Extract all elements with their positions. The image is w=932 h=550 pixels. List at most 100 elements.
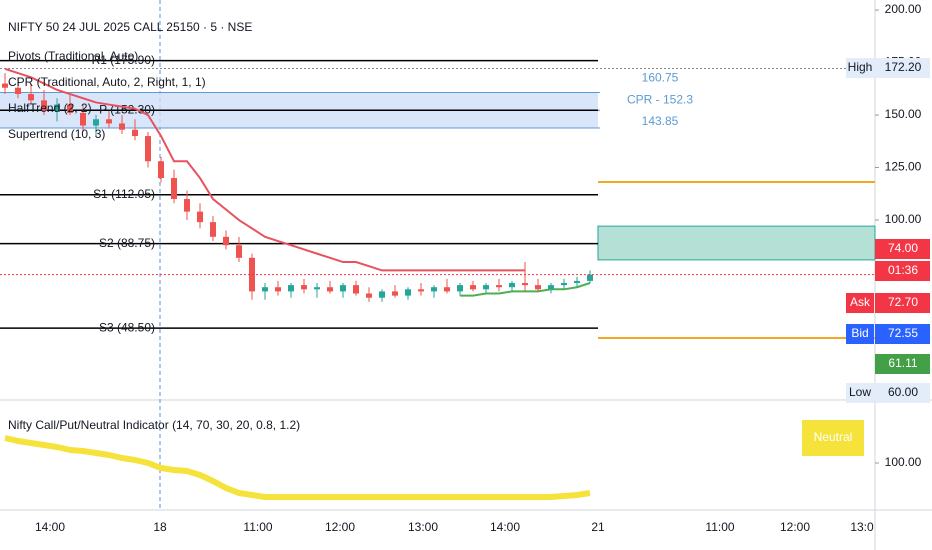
candle-body (106, 119, 112, 124)
candle-body (171, 178, 177, 200)
price-tag-label: 61.11 (888, 356, 917, 370)
candle-body (587, 274, 593, 281)
price-tag-name: Bid (851, 326, 868, 340)
price-tag-name-bg (846, 383, 874, 403)
candle-body (522, 283, 528, 286)
candle-body (223, 236, 229, 246)
zone (597, 225, 876, 261)
candle-body (470, 285, 476, 290)
x-tick-label: 14:00 (490, 520, 520, 534)
candle-body (54, 104, 60, 111)
y-tick-label: 150.00 (885, 107, 922, 121)
price-tag (875, 239, 930, 259)
price-tag-label: 72.70 (888, 295, 918, 309)
price-tag-label: 72.55 (888, 326, 918, 340)
candle-body (483, 285, 489, 290)
signal-label: Neutral (814, 430, 853, 444)
candle-body (184, 199, 190, 212)
price-tag-label: 60.00 (888, 385, 918, 399)
candle-body (548, 285, 554, 290)
candle-body (353, 285, 359, 294)
x-tick-label: 18 (153, 520, 167, 534)
candle-body (197, 211, 203, 223)
candle-body (366, 293, 372, 298)
countdown-bg (875, 261, 930, 281)
candle-body (288, 285, 294, 292)
x-tick-label: 13:0 (850, 520, 874, 534)
candle-body (561, 283, 567, 286)
candle-body (340, 285, 346, 292)
y-tick-label: 100.00 (885, 212, 922, 226)
halftrend-line (460, 282, 591, 297)
price-tag (875, 58, 930, 78)
price-tag-name-bg (846, 324, 874, 344)
x-tick-label: 12:00 (780, 520, 810, 534)
x-tick-label: 11:00 (705, 520, 734, 534)
pivot-label: S3 (48.50) (99, 320, 155, 334)
candle-body (132, 129, 138, 137)
price-tag (875, 324, 930, 344)
countdown: 01:36 (888, 263, 918, 277)
candle-body (119, 123, 125, 130)
candle-body (93, 119, 99, 126)
indicator-legend: CPR (Traditional, Auto, 2, Right, 1, 1) (8, 75, 206, 89)
oscillator-title: Nifty Call/Put/Neutral Indicator (14, 70… (8, 418, 300, 432)
oscillator-line (4, 435, 591, 500)
candle-body (41, 100, 47, 111)
indicator-legend: Pivots (Traditional, Auto) (8, 49, 138, 63)
candle-body (158, 161, 164, 179)
y-tick-label: 100.00 (885, 455, 922, 469)
x-tick-label: 13:00 (408, 520, 438, 534)
cpr-label: CPR - 152.3 (627, 92, 693, 106)
y-tick-label: 125.00 (885, 160, 922, 174)
price-tag (875, 383, 930, 403)
price-tag (875, 293, 930, 313)
candle-body (236, 245, 242, 258)
supertrend-line (4, 67, 525, 272)
price-tag-name: Low (849, 385, 871, 399)
candle-body (431, 287, 437, 292)
candle-body (67, 104, 73, 113)
candle-body (574, 280, 580, 284)
price-tag-name-bg (846, 58, 874, 78)
candle-body (262, 287, 268, 292)
candle-body (509, 283, 515, 288)
x-tick-label: 12:00 (325, 520, 355, 534)
price-tag (875, 354, 930, 374)
price-tag-label: 74.00 (888, 241, 918, 255)
candle-body (28, 94, 34, 101)
candle-body (2, 83, 8, 88)
x-tick-label: 14:00 (35, 520, 65, 534)
x-tick-label: 11:00 (243, 520, 272, 534)
candle-body (418, 289, 424, 292)
pivot-label: S1 (112.05) (93, 187, 155, 201)
chart-title: NIFTY 50 24 JUL 2025 CALL 25150 · 5 · NS… (8, 20, 252, 34)
price-tag-name: High (848, 60, 873, 74)
candle-body (275, 287, 281, 292)
candle-body (405, 289, 411, 296)
candle-body (145, 136, 151, 162)
indicator-legend: Supertrend (10, 3) (8, 127, 105, 141)
y-tick-label: 200.00 (885, 2, 922, 16)
candle-body (496, 285, 502, 288)
candle-body (444, 287, 450, 292)
candle-body (327, 287, 333, 292)
pivot-label: S2 (88.75) (99, 236, 155, 250)
candle-body (80, 112, 86, 126)
signal-box (802, 420, 864, 456)
candle-body (535, 285, 541, 290)
cpr-label: 143.85 (642, 114, 679, 128)
indicator-legend: HalfTrend (2, 2) (8, 101, 92, 115)
candle-body (392, 291, 398, 296)
candle-body (210, 222, 216, 237)
candle-body (457, 285, 463, 292)
price-tag-name-bg (846, 293, 874, 313)
candle-body (314, 287, 320, 290)
cpr-label: 160.75 (642, 71, 679, 85)
candle-body (301, 285, 307, 290)
price-tag-label: 172.20 (885, 60, 922, 74)
candle-body (15, 87, 21, 95)
price-tag-name: Ask (850, 295, 871, 309)
candle-body (379, 291, 385, 298)
